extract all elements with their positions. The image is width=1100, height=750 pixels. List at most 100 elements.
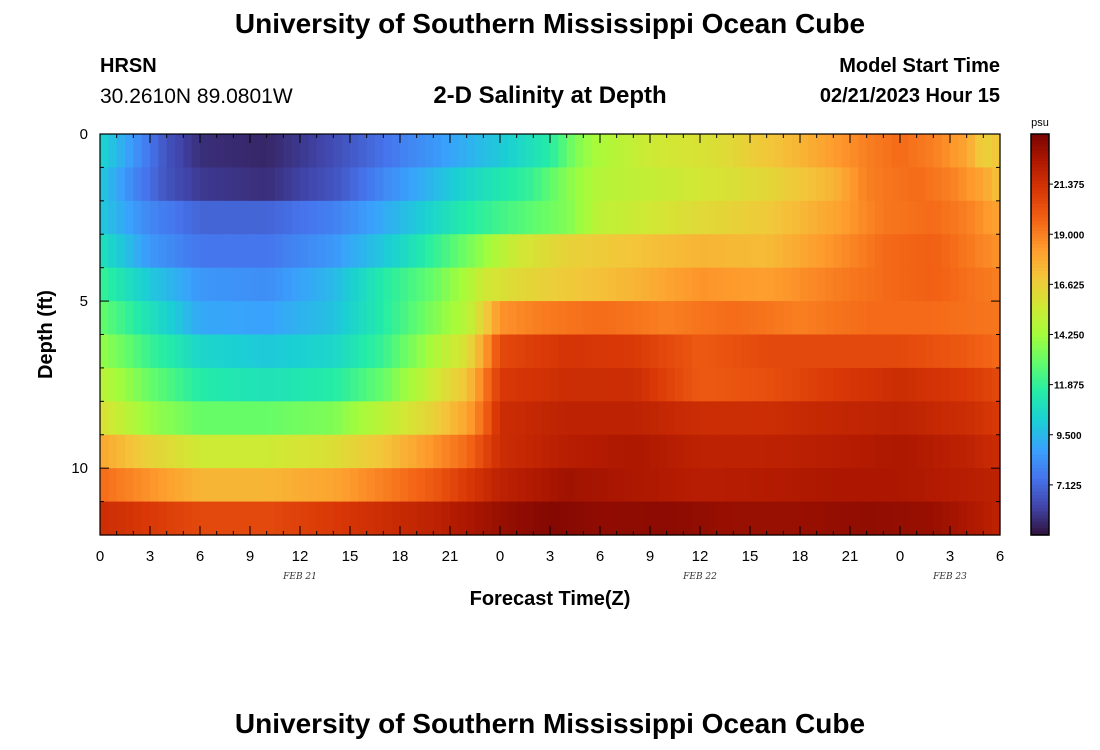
heatmap-cell [975, 167, 984, 202]
heatmap-cell [425, 301, 434, 336]
heatmap-cell [333, 234, 343, 269]
heatmap-cell [416, 367, 426, 402]
heatmap-cell [750, 334, 759, 369]
heatmap-cell [175, 234, 184, 269]
heatmap-cell [233, 200, 243, 235]
heatmap-cell [700, 301, 709, 336]
heatmap-cell [508, 401, 518, 436]
heatmap-cell [416, 434, 426, 469]
heatmap-cell [816, 301, 826, 336]
heatmap-cell [908, 501, 918, 536]
heatmap-cell [591, 200, 601, 235]
heatmap-cell [825, 267, 834, 302]
heatmap-cell [750, 301, 759, 336]
heatmap-cell [841, 134, 851, 169]
heatmap-cell [558, 301, 568, 336]
heatmap-cell [716, 267, 726, 302]
heatmap-cell [758, 367, 768, 402]
heatmap-cell [750, 134, 759, 169]
heatmap-cell [841, 334, 851, 369]
heatmap-cell [333, 134, 343, 169]
heatmap-cell [800, 200, 809, 235]
heatmap-cell [500, 434, 509, 469]
heatmap-cell [258, 434, 268, 469]
heatmap-cell [508, 267, 518, 302]
heatmap-cell [341, 267, 351, 302]
heatmap-cell [750, 367, 759, 402]
heatmap-cell [700, 401, 709, 436]
heatmap-cell [366, 234, 376, 269]
heatmap-cell [833, 167, 843, 202]
heatmap-cell [741, 134, 751, 169]
colorbar-segment [1031, 531, 1049, 536]
heatmap-cell [158, 334, 168, 369]
x-tick-label: 0 [96, 548, 104, 565]
heatmap-cell [791, 134, 801, 169]
heatmap-cell [891, 334, 901, 369]
heatmap-cell [266, 501, 276, 536]
heatmap-cell [575, 434, 584, 469]
heatmap-cell [833, 267, 843, 302]
heatmap-cell [591, 167, 601, 202]
heatmap-cell [400, 501, 409, 536]
colorbar-segment [1031, 271, 1049, 275]
heatmap-cell [991, 200, 1001, 235]
heatmap-cell [308, 367, 318, 402]
heatmap-cell [691, 200, 701, 235]
heatmap-cell [250, 468, 259, 503]
heatmap-cell [358, 468, 368, 503]
heatmap-cell [783, 234, 793, 269]
heatmap-cell [458, 367, 468, 402]
heatmap-cell [375, 267, 384, 302]
heatmap-cell [883, 468, 893, 503]
heatmap-cell [908, 367, 918, 402]
colorbar-segment [1031, 307, 1049, 312]
heatmap-cell [308, 234, 318, 269]
heatmap-cell [508, 434, 518, 469]
x-axis-label: Forecast Time(Z) [470, 588, 631, 610]
heatmap-cell [516, 501, 526, 536]
heatmap-cell [450, 434, 459, 469]
heatmap-cell [716, 334, 726, 369]
heatmap-cell [491, 334, 501, 369]
heatmap-cell [941, 434, 951, 469]
heatmap-cell [650, 167, 659, 202]
heatmap-cell [358, 134, 368, 169]
heatmap-cell [666, 267, 676, 302]
heatmap-cell [550, 134, 559, 169]
heatmap-cell [275, 434, 284, 469]
heatmap-cell [350, 468, 359, 503]
heatmap-cell [758, 267, 768, 302]
heatmap-cell [700, 134, 709, 169]
heatmap-cell [800, 367, 809, 402]
heatmap-cell [683, 401, 693, 436]
heatmap-cell [150, 234, 159, 269]
heatmap-cell [633, 468, 643, 503]
heatmap-cell [941, 200, 951, 235]
heatmap-cell [783, 367, 793, 402]
heatmap-cell [241, 167, 251, 202]
heatmap-cell [916, 334, 926, 369]
heatmap-cell [500, 167, 509, 202]
colorbar-segment [1031, 384, 1049, 389]
heatmap-cell [866, 401, 876, 436]
heatmap-cell [283, 301, 293, 336]
heatmap-cell [716, 501, 726, 536]
heatmap-cell [675, 501, 684, 536]
heatmap-cell [608, 200, 618, 235]
heatmap-cell [741, 234, 751, 269]
heatmap-cell [358, 267, 368, 302]
heatmap-cell [700, 267, 709, 302]
heatmap-cell [200, 134, 209, 169]
heatmap-cell [333, 267, 343, 302]
heatmap-cell [275, 401, 284, 436]
heatmap-cell [600, 267, 609, 302]
heatmap-cell [225, 367, 234, 402]
heatmap-cell [716, 468, 726, 503]
heatmap-cell [383, 234, 393, 269]
heatmap-cell [816, 200, 826, 235]
heatmap-cell [525, 267, 534, 302]
heatmap-cell [933, 200, 943, 235]
heatmap-cell [716, 200, 726, 235]
heatmap-cell [666, 434, 676, 469]
